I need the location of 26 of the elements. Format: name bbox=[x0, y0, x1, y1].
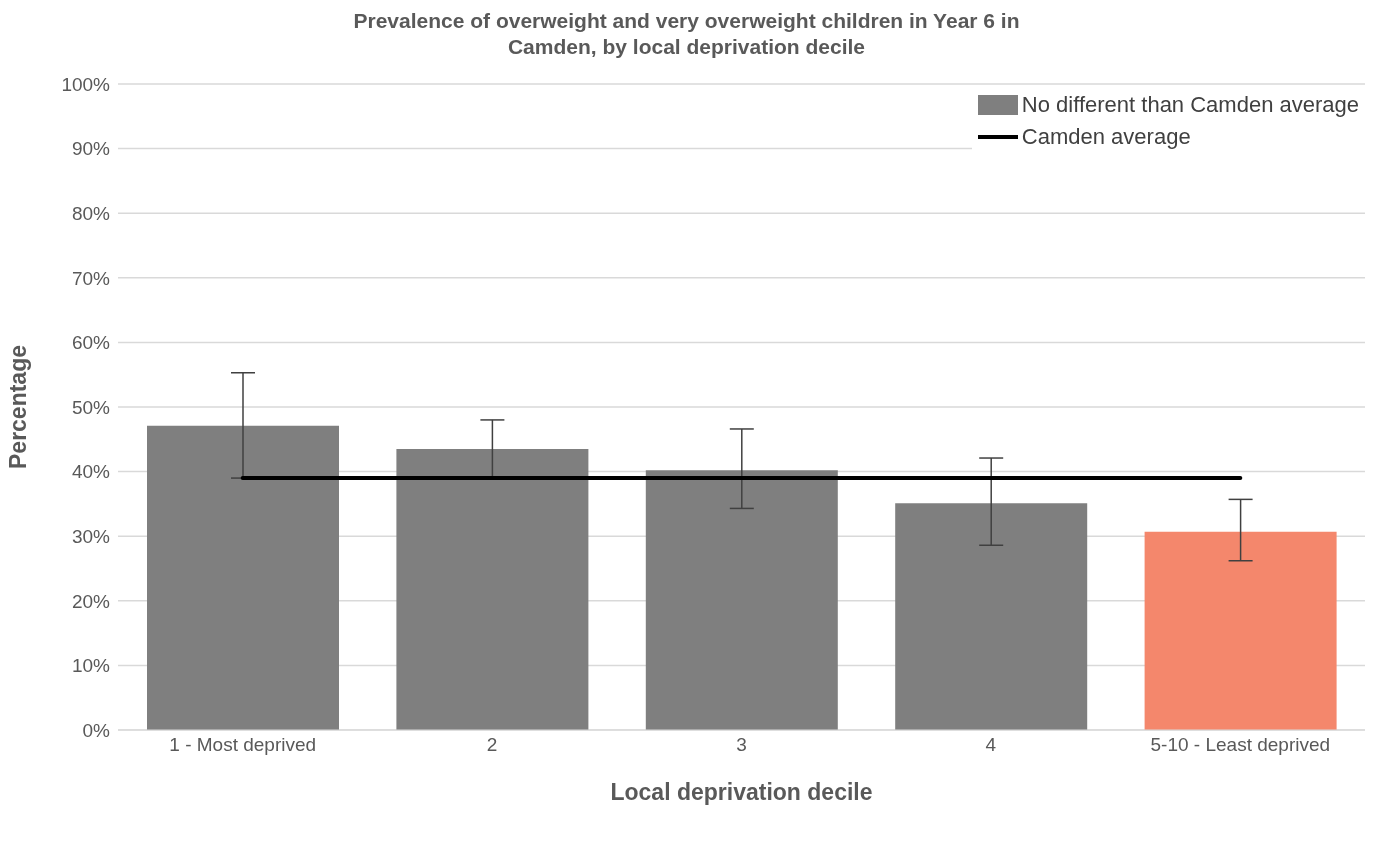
y-tick-label: 50% bbox=[71, 396, 111, 418]
chart-title: Prevalence of overweight and very overweight children in Year 6 in Camden, by local deprivation decile bbox=[352, 8, 1021, 60]
y-tick-label: 0% bbox=[82, 719, 111, 741]
y-tick-label: 30% bbox=[71, 525, 111, 547]
x-tick-label: 2 bbox=[486, 734, 498, 756]
x-tick-label: 1 - Most deprived bbox=[169, 734, 317, 756]
x-axis-title: Local deprivation decile bbox=[610, 779, 873, 805]
y-tick-label: 70% bbox=[71, 267, 111, 289]
legend-label: Camden average bbox=[1021, 124, 1191, 150]
legend-label: No different than Camden average bbox=[1021, 92, 1359, 118]
y-tick-label: 20% bbox=[71, 590, 111, 612]
bar bbox=[895, 503, 1088, 730]
bar bbox=[147, 425, 339, 730]
y-tick-label: 40% bbox=[71, 461, 111, 483]
x-tick-label: 5-10 - Least deprived bbox=[1150, 734, 1331, 756]
y-tick-label: 100% bbox=[61, 73, 111, 95]
y-axis-title: Percentage bbox=[5, 344, 32, 470]
x-tick-label: 3 bbox=[736, 734, 747, 756]
bar bbox=[1144, 531, 1337, 730]
y-tick-label: 10% bbox=[71, 655, 111, 677]
y-tick-label: 90% bbox=[71, 138, 111, 160]
bar bbox=[396, 448, 589, 730]
x-tick-label: 4 bbox=[985, 734, 997, 756]
y-tick-label: 60% bbox=[71, 332, 111, 354]
y-tick-label: 80% bbox=[71, 202, 111, 224]
bar bbox=[645, 470, 838, 730]
